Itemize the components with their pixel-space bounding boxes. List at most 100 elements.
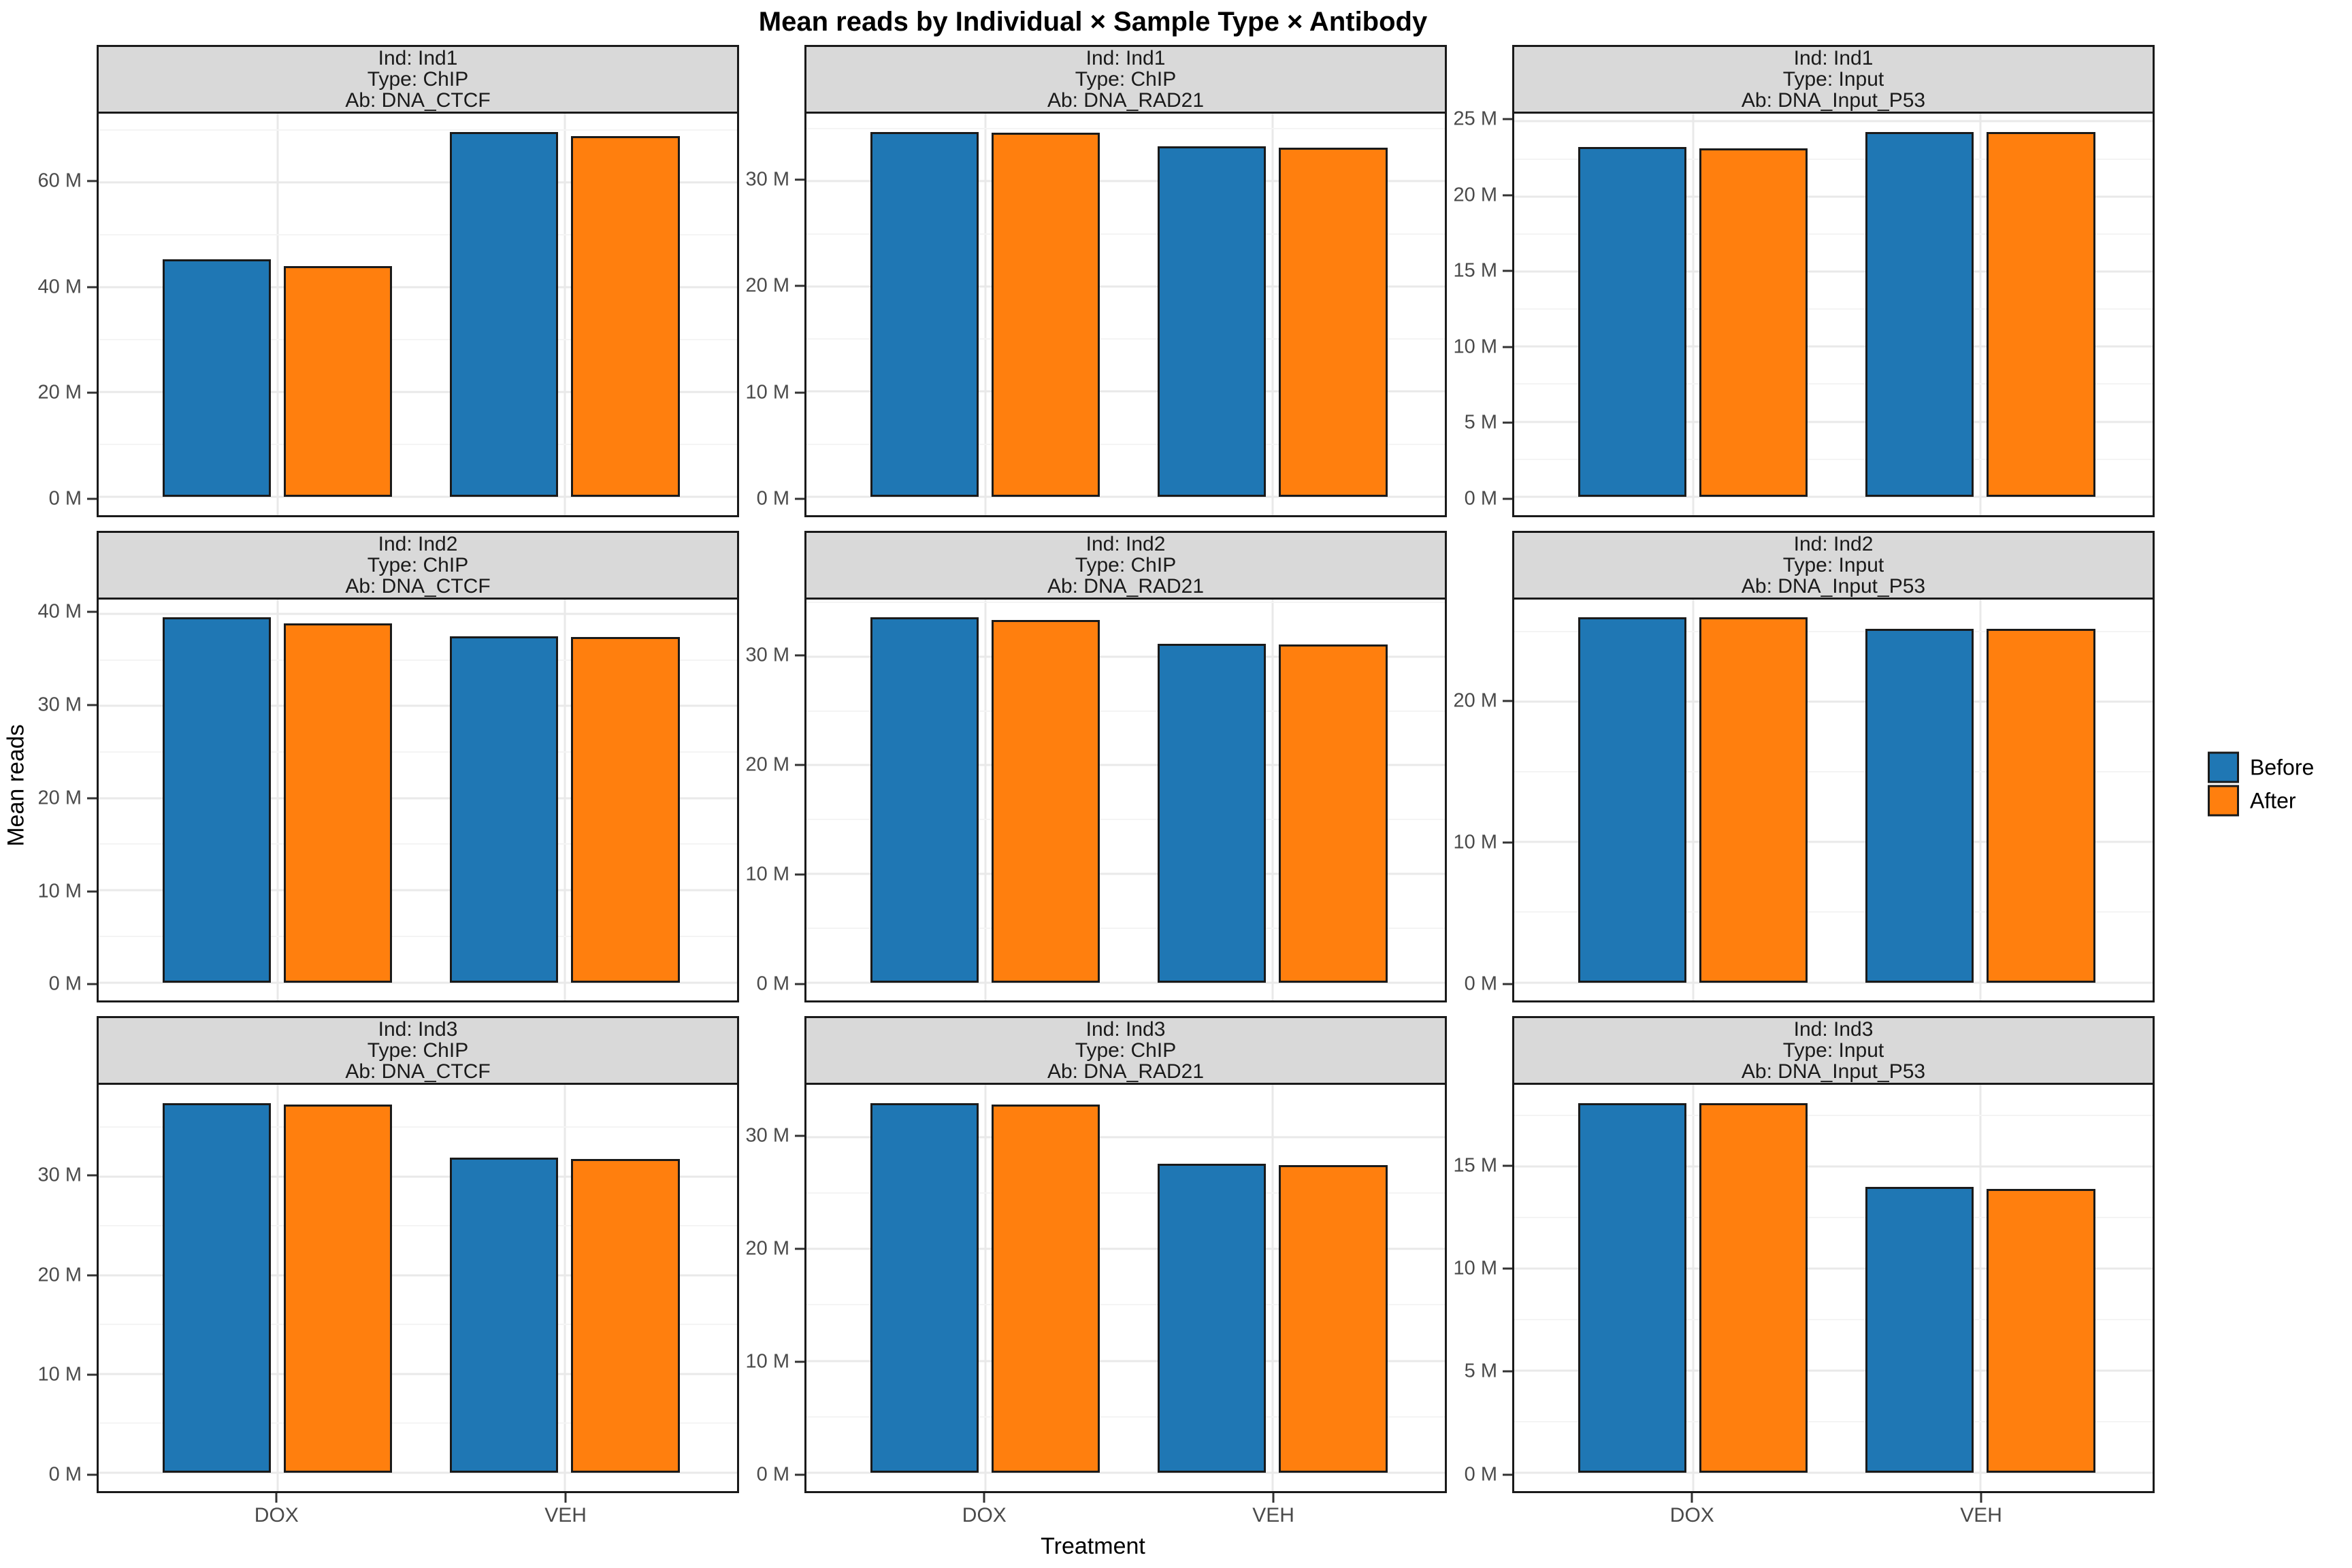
facet-panel xyxy=(97,112,739,517)
facet-panel-wrap: Ind: Ind3 Type: ChIP Ab: DNA_CTCF DOX VEH xyxy=(97,1016,739,1529)
facet-strip: Ind: Ind1 Type: ChIP Ab: DNA_CTCF xyxy=(97,45,739,112)
gridline-minor xyxy=(1514,458,2153,460)
legend-label: Before xyxy=(2250,755,2315,779)
y-tick-mark xyxy=(795,654,804,657)
facet-strip-line: Ab: DNA_Input_P53 xyxy=(1741,89,1926,112)
gridline-minor xyxy=(1514,631,2153,633)
bar-dox-after xyxy=(1699,617,1808,983)
gridline-major xyxy=(99,981,737,984)
gridline-vertical xyxy=(1979,1085,1982,1491)
y-tick-label: 10 M xyxy=(745,863,789,885)
y-tick-label: 10 M xyxy=(37,1363,82,1386)
y-tick-label: 0 M xyxy=(756,487,789,510)
bar-dox-before xyxy=(1578,146,1687,497)
gridline-minor xyxy=(99,659,737,661)
facet-cell: 0 M 20 M 40 M 60 M Ind: Ind1 Type: ChIP Ab: DN… xyxy=(31,45,739,517)
gridline-minor xyxy=(99,1225,737,1227)
y-tick-mark xyxy=(87,610,97,613)
y-tick-mark xyxy=(1503,194,1512,197)
gridline-major xyxy=(806,872,1445,875)
gridline-vertical xyxy=(564,114,566,515)
facet-cell: 0 M 10 M 20 M 30 M Ind: Ind3 Type: ChIP Ab: DN… xyxy=(31,1016,739,1529)
y-axis-gutter: 0 M 10 M 20 M 30 M 40 M xyxy=(31,531,97,1003)
x-tick-mark xyxy=(1690,1492,1693,1503)
facet-panel xyxy=(804,112,1447,517)
legend-item-after: After xyxy=(2208,785,2344,817)
facet-strip-line: Ind: Ind3 xyxy=(1793,1018,1874,1041)
y-tick-label: 5 M xyxy=(1464,411,1497,434)
y-tick-mark xyxy=(1503,346,1512,348)
bar-veh-before xyxy=(1157,1164,1267,1473)
bar-veh-after xyxy=(1987,1189,2095,1473)
bar-veh-after xyxy=(1987,628,2095,983)
y-tick-label: 20 M xyxy=(745,753,789,776)
y-tick-mark xyxy=(795,764,804,766)
gridline-minor xyxy=(806,1304,1445,1306)
gridline-major xyxy=(1514,1165,2153,1168)
gridline-vertical xyxy=(984,114,987,515)
gridline-major xyxy=(1514,421,2153,423)
gridline-minor xyxy=(1514,911,2153,913)
x-tick-label: VEH xyxy=(544,1503,587,1526)
y-axis: 0 M 5 M 10 M 15 M 20 M 25 M xyxy=(1447,108,1512,517)
gridline-major xyxy=(99,495,737,498)
bar-dox-before xyxy=(870,617,979,983)
bar-veh-after xyxy=(1279,644,1388,983)
gridline-vertical xyxy=(276,114,279,515)
facet-cell: 0 M 10 M 20 M 30 M Ind: Ind3 Type: ChIP Ab: DN… xyxy=(739,1016,1447,1529)
facet-row: 0 M 10 M 20 M 30 M 40 M Ind: Ind2 Type: ChIP Ab… xyxy=(31,530,2155,1003)
y-tick-label: 0 M xyxy=(1464,1463,1497,1486)
gridline-vertical xyxy=(984,599,987,1001)
y-axis: 0 M 10 M 20 M xyxy=(1447,598,1512,1003)
gridline-major xyxy=(99,181,737,184)
gridline-major xyxy=(99,1175,737,1178)
y-tick-label: 40 M xyxy=(37,600,82,623)
legend-key-before xyxy=(2208,751,2239,783)
y-tick-label: 20 M xyxy=(745,1237,789,1260)
y-tick-label: 30 M xyxy=(37,693,82,716)
bar-dox-after xyxy=(284,266,393,497)
gridline-major xyxy=(99,1373,737,1375)
gridline-minor xyxy=(99,234,737,236)
facet-strip-line: Type: ChIP xyxy=(1075,68,1177,91)
x-tick-label: DOX xyxy=(962,1503,1007,1526)
facet-panel-wrap: Ind: Ind1 Type: ChIP Ab: DNA_CTCF xyxy=(97,45,739,517)
x-axis: DOX VEH xyxy=(804,1492,1447,1529)
y-tick-label: 0 M xyxy=(1464,973,1497,995)
bar-dox-after xyxy=(284,623,393,983)
y-tick-mark xyxy=(1503,841,1512,844)
facet-cell: 0 M 10 M 20 M 30 M 40 M Ind: Ind2 Type: ChIP Ab… xyxy=(31,530,739,1003)
gridline-vertical xyxy=(984,1085,987,1491)
facet-strip-line: Type: ChIP xyxy=(367,553,469,576)
gridline-vertical xyxy=(1692,1085,1695,1491)
facet-strip: Ind: Ind3 Type: Input Ab: DNA_Input_P53 xyxy=(1512,1016,2155,1083)
bar-veh-after xyxy=(1987,131,2095,497)
y-tick-label: 15 M xyxy=(1453,259,1497,282)
legend-label: After xyxy=(2250,788,2296,813)
gridline-minor xyxy=(99,935,737,937)
y-tick-mark xyxy=(1503,1164,1512,1167)
gridline-major xyxy=(1514,981,2153,984)
gridline-minor xyxy=(1514,308,2153,310)
y-tick-mark xyxy=(87,1274,97,1277)
y-tick-label: 30 M xyxy=(745,168,789,191)
gridline-vertical xyxy=(1979,114,1982,515)
facet-strip-line: Ab: DNA_Input_P53 xyxy=(1741,1060,1926,1083)
y-tick-label: 30 M xyxy=(745,1124,789,1147)
y-axis-title: Mean reads xyxy=(3,724,29,847)
y-tick-mark xyxy=(1503,1267,1512,1270)
gridline-major xyxy=(1514,270,2153,273)
y-tick-mark xyxy=(87,890,97,893)
gridline-minor xyxy=(1514,1217,2153,1219)
gridline-minor xyxy=(99,129,737,131)
gridline-major xyxy=(1514,840,2153,843)
facet-cell: 0 M 10 M 20 M 30 M Ind: Ind2 Type: ChIP Ab: DN… xyxy=(739,530,1447,1003)
facet-strip: Ind: Ind2 Type: Input Ab: DNA_Input_P53 xyxy=(1512,530,2155,598)
y-axis-gutter: 0 M 10 M 20 M 30 M xyxy=(739,531,804,1003)
y-tick-mark xyxy=(1503,1473,1512,1476)
facet-panel xyxy=(1512,597,2155,1003)
x-tick-mark xyxy=(1980,1492,1982,1503)
y-tick-label: 0 M xyxy=(48,1463,82,1486)
y-tick-mark xyxy=(87,391,97,394)
gridline-minor xyxy=(1514,233,2153,235)
